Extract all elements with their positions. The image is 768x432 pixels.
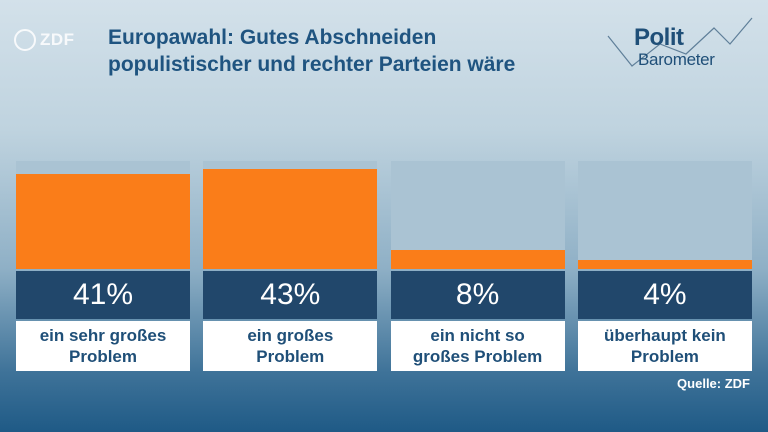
politbarometer-word-1: Polit [634,24,684,51]
category-label-line: großes Problem [412,347,543,366]
bar [390,250,565,269]
category-label-line: überhaupt kein [603,326,726,345]
politbarometer-word-2: Barometer [638,50,715,69]
bar-value-label: 41% [16,271,190,319]
bar [203,169,378,269]
category-label: ein großes Problem [203,321,378,371]
politbarometer-graph-icon [607,17,753,67]
category-label-line: ein sehr großes [39,326,167,345]
category-label: überhaupt kein Problem [577,321,752,371]
source-note: Quelle: ZDF [677,376,750,391]
bar [577,260,752,269]
chart-title-line-2: populistischer und rechter Parteien wäre [108,53,516,76]
bar-track [203,161,378,269]
bar-value-label: 8% [390,271,565,319]
bar-chart: 41% ein sehr großes Problem 43% ein großes Pr… [16,161,752,371]
bar-track [390,161,565,269]
bar-track [16,161,190,269]
zdf-logo-text: ZDF [40,30,75,49]
bar [16,174,190,269]
category-label-line: ein großes [247,326,334,345]
category-label-line: Problem [630,347,699,366]
zdf-logo-circle-icon [14,29,36,51]
category-label-line: Problem [68,347,138,366]
chart-title: Europawahl: Gutes Abschneiden populistis… [108,24,578,78]
category-label: ein nicht so großes Problem [390,321,565,371]
category-label: ein sehr großes Problem [16,321,190,371]
zdf-logo: ZDF [14,26,75,54]
bar-value-label: 43% [203,271,378,319]
category-label-line: Problem [256,347,325,366]
bar-value-label: 4% [577,271,752,319]
politbarometer-logo: Polit Barometer [606,14,756,76]
bar-track [577,161,752,269]
chart-title-line-1: Europawahl: Gutes Abschneiden [108,26,437,49]
category-label-line: ein nicht so [430,326,525,345]
